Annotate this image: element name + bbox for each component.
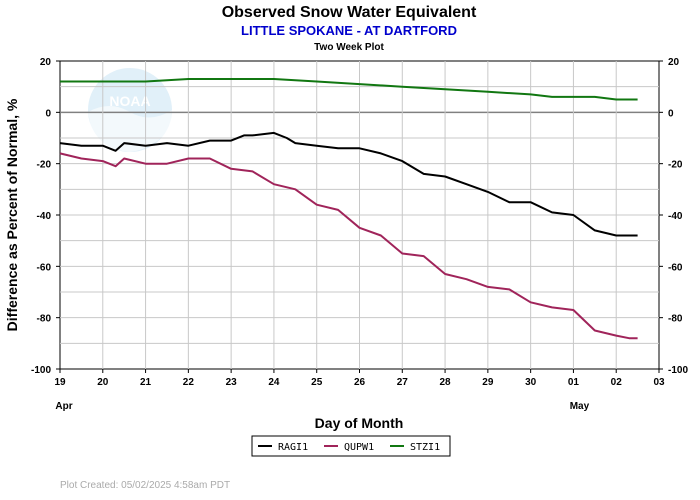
x-tick-label: 30 [525,377,537,388]
x-tick-label: 23 [226,377,238,388]
x-tick-label: 29 [482,377,494,388]
legend-label-stzi1: STZI1 [410,442,440,453]
series-lines [59,78,638,340]
x-axis-label: Day of Month [315,415,404,431]
y-tick-label-right: -80 [668,314,683,325]
y-tick-label-left: -100 [31,365,51,376]
series-line-stzi1 [60,78,638,101]
y-tick-label-left: -80 [37,314,52,325]
series-line-qupw1 [59,152,638,340]
y-tick-label-left: 20 [40,57,52,68]
axes: 20 200 0-20 -20-40 -40-60 -60-80 -80-100 -10019… [31,57,688,412]
chart-subtitle: LITTLE SPOKANE - AT DARTFORD [241,23,457,38]
x-tick-label: 01 [568,377,580,388]
legend: RAGI1 QUPW1 STZI1 [258,442,440,453]
y-axis-label: Difference as Percent of Normal, % [4,98,20,331]
x-tick-label: 21 [140,377,152,388]
plot-caption: Two Week Plot [314,42,384,53]
month-label: May [570,401,590,412]
x-tick-label: 28 [440,377,452,388]
y-tick-label-right: -40 [668,211,683,222]
y-tick-label-right: 0 [668,108,674,119]
y-tick-label-left: -40 [37,211,52,222]
legend-box [251,435,451,457]
y-tick-label-right: -60 [668,262,683,273]
x-tick-label: 20 [97,377,109,388]
x-tick-label: 26 [354,377,366,388]
legend-label-qupw1: QUPW1 [344,442,374,453]
x-tick-label: 22 [183,377,195,388]
month-label: Apr [55,401,72,412]
y-tick-label-left: -60 [37,262,52,273]
plot-created-footer: Plot Created: 05/02/2025 4:58am PDT [60,480,230,491]
grid-lines [60,61,659,369]
x-tick-label: 24 [268,377,280,388]
x-tick-label: 27 [397,377,409,388]
x-tick-label: 03 [653,377,665,388]
x-tick-label: 19 [54,377,66,388]
y-tick-label-right: -100 [668,365,688,376]
y-tick-label-right: -20 [668,160,683,171]
chart-title: Observed Snow Water Equivalent [222,4,477,21]
x-tick-label: 02 [611,377,623,388]
noaa-logo-text: NOAA [109,93,150,109]
series-line-ragi1 [59,131,638,237]
y-tick-label-left: -20 [37,160,52,171]
y-tick-label-left: 0 [45,108,51,119]
noaa-logo: NOAA [88,68,172,152]
x-tick-label: 25 [311,377,323,388]
legend-label-ragi1: RAGI1 [278,442,308,453]
y-tick-label-right: 20 [668,57,680,68]
